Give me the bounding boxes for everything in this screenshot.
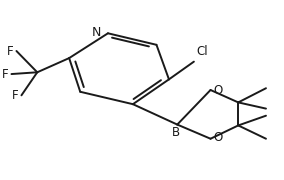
- Text: O: O: [213, 84, 223, 97]
- Text: O: O: [213, 131, 223, 144]
- Text: F: F: [12, 89, 19, 102]
- Text: N: N: [92, 26, 101, 39]
- Text: F: F: [2, 68, 9, 81]
- Text: F: F: [7, 44, 14, 58]
- Text: Cl: Cl: [197, 45, 208, 58]
- Text: B: B: [172, 126, 180, 139]
